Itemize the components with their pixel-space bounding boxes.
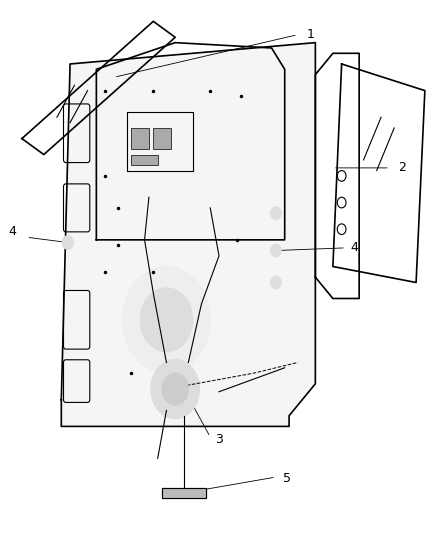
Text: 4: 4 xyxy=(9,225,17,238)
Bar xyxy=(162,488,206,498)
Polygon shape xyxy=(61,43,315,426)
Text: 3: 3 xyxy=(215,433,223,446)
Circle shape xyxy=(162,373,188,405)
Text: 1: 1 xyxy=(307,28,314,41)
Bar xyxy=(131,128,149,149)
Circle shape xyxy=(140,288,193,352)
Bar xyxy=(83,144,105,155)
Text: 2: 2 xyxy=(399,161,406,174)
Circle shape xyxy=(123,266,210,373)
Bar xyxy=(131,155,158,165)
Bar xyxy=(153,128,171,149)
Text: 4: 4 xyxy=(350,241,358,254)
Circle shape xyxy=(271,207,281,220)
Circle shape xyxy=(151,360,199,418)
Circle shape xyxy=(271,244,281,257)
Circle shape xyxy=(271,276,281,289)
Circle shape xyxy=(62,236,74,249)
Text: 5: 5 xyxy=(283,472,290,485)
